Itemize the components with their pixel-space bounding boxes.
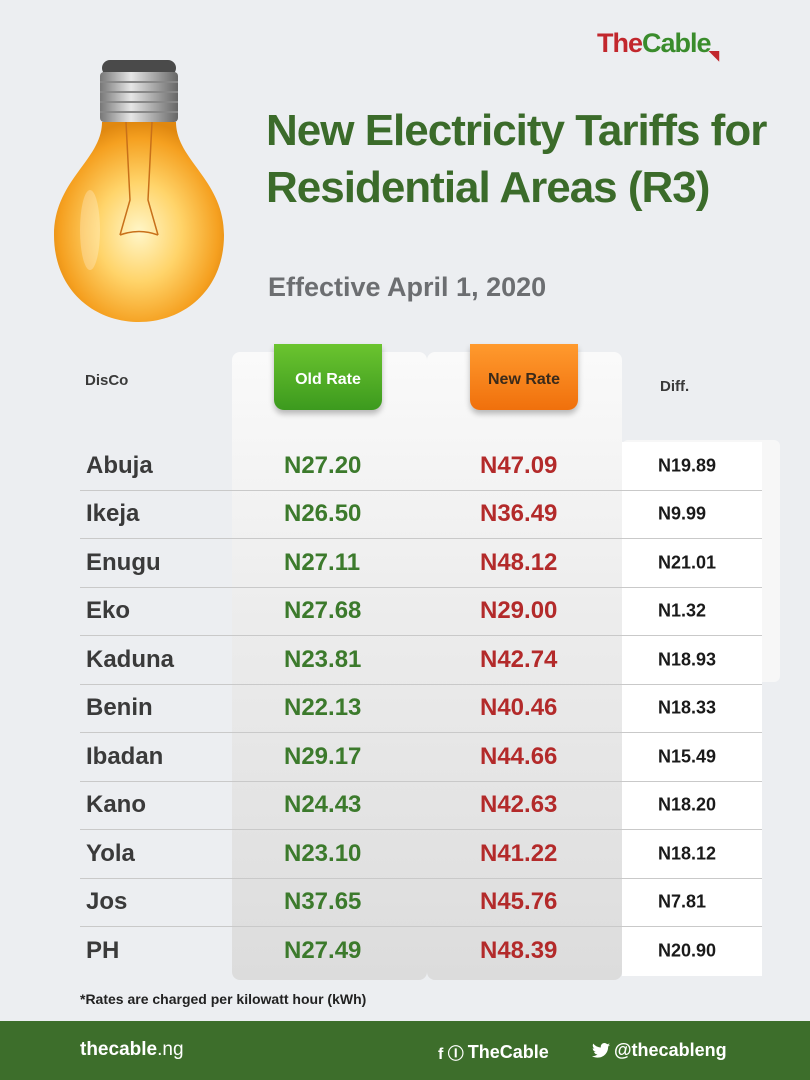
old-rate-cell: N23.81 — [284, 645, 362, 673]
disco-cell: Kano — [86, 791, 146, 819]
table-row: Eko N27.68 N29.00 N1.32 — [80, 587, 762, 636]
old-rate-cell: N37.65 — [284, 888, 362, 916]
old-rate-cell: N27.68 — [284, 597, 362, 625]
new-rate-cell: N48.12 — [480, 548, 558, 576]
disco-cell: Jos — [86, 888, 128, 916]
old-rate-cell: N29.17 — [284, 742, 362, 770]
thecable-logo: TheCable◥ — [597, 28, 719, 63]
disco-header: DisCo — [85, 372, 129, 389]
disco-cell: Eko — [86, 597, 131, 625]
new-rate-cell: N45.76 — [480, 888, 558, 916]
social-link[interactable]: f Ⓘ TheCable — [438, 1041, 549, 1064]
diff-header: Diff. — [660, 378, 690, 395]
disco-cell: PH — [86, 937, 120, 965]
table-row: Ikeja N26.50 N36.49 N9.99 — [80, 490, 762, 539]
old-rate-cell: N27.11 — [284, 548, 361, 576]
table-row: Yola N23.10 N41.22 N18.12 — [80, 830, 762, 879]
disco-cell: Enugu — [86, 548, 161, 576]
diff-cell: N18.12 — [658, 843, 717, 864]
new-rate-cell: N48.39 — [480, 937, 558, 965]
disco-cell: Benin — [86, 694, 153, 722]
old-rate-cell: N23.10 — [284, 839, 362, 867]
disco-cell: Ibadan — [86, 742, 164, 770]
table-row: Kaduna N23.81 N42.74 N18.93 — [80, 636, 762, 685]
disco-cell: Kaduna — [86, 645, 175, 673]
cursor-icon: ◥ — [708, 47, 720, 63]
table-row: Jos N37.65 N45.76 N7.81 — [80, 878, 762, 927]
old-rate-cell: N24.43 — [284, 791, 362, 819]
twitter-icon — [592, 1043, 610, 1058]
twitter-link[interactable]: @thecableng — [592, 1040, 727, 1061]
old-rate-cell: N22.13 — [284, 694, 362, 722]
page-title: New Electricity Tariffs for Residential … — [266, 106, 767, 212]
new-rate-header: New Rate — [470, 344, 578, 410]
light-bulb-icon — [54, 60, 224, 322]
diff-cell: N21.01 — [658, 552, 717, 573]
old-rate-cell: N27.49 — [284, 937, 362, 965]
diff-cell: N18.20 — [658, 794, 717, 815]
new-rate-column-panel — [427, 352, 622, 980]
new-rate-cell: N42.74 — [480, 645, 558, 673]
new-rate-cell: N40.46 — [480, 694, 558, 722]
diff-cell: N18.33 — [658, 697, 717, 718]
diff-cell: N7.81 — [658, 891, 707, 912]
old-rate-header: Old Rate — [274, 344, 382, 410]
new-rate-cell: N29.00 — [480, 597, 558, 625]
new-rate-cell: N47.09 — [480, 451, 558, 479]
diff-cell: N9.99 — [658, 503, 707, 524]
old-rate-column-panel — [232, 352, 427, 980]
disco-cell: Yola — [86, 839, 135, 867]
table-row: Benin N22.13 N40.46 N18.33 — [80, 684, 762, 733]
old-rate-cell: N27.20 — [284, 451, 362, 479]
footnote: *Rates are charged per kilowatt hour (kW… — [80, 991, 367, 1007]
table-row: Kano N24.43 N42.63 N18.20 — [80, 781, 762, 830]
site-link[interactable]: thecable.ng — [80, 1039, 184, 1060]
new-rate-cell: N42.63 — [480, 791, 558, 819]
disco-cell: Abuja — [86, 451, 153, 479]
table-row: Abuja N27.20 N47.09 N19.89 — [80, 442, 762, 491]
table-row: PH N27.49 N48.39 N20.90 — [80, 927, 762, 976]
new-rate-cell: N44.66 — [480, 742, 558, 770]
diff-cell: N19.89 — [658, 455, 717, 476]
old-rate-cell: N26.50 — [284, 500, 362, 528]
table-row: Ibadan N29.17 N44.66 N15.49 — [80, 733, 762, 782]
footer-bar: thecable.ng f Ⓘ TheCable @thecableng — [0, 1021, 810, 1080]
disco-cell: Ikeja — [86, 500, 140, 528]
effective-date: Effective April 1, 2020 — [268, 272, 547, 302]
diff-cell: N18.93 — [658, 649, 717, 670]
diff-cell: N15.49 — [658, 746, 717, 767]
diff-cell: N20.90 — [658, 940, 717, 961]
table-row: Enugu N27.11 N48.12 N21.01 — [80, 539, 762, 588]
diff-cell: N1.32 — [658, 600, 707, 621]
new-rate-cell: N36.49 — [480, 500, 558, 528]
tariff-table: Abuja N27.20 N47.09 N19.89 Ikeja N26.50 … — [80, 442, 762, 976]
facebook-instagram-icon: f Ⓘ — [438, 1046, 464, 1063]
new-rate-cell: N41.22 — [480, 839, 558, 867]
